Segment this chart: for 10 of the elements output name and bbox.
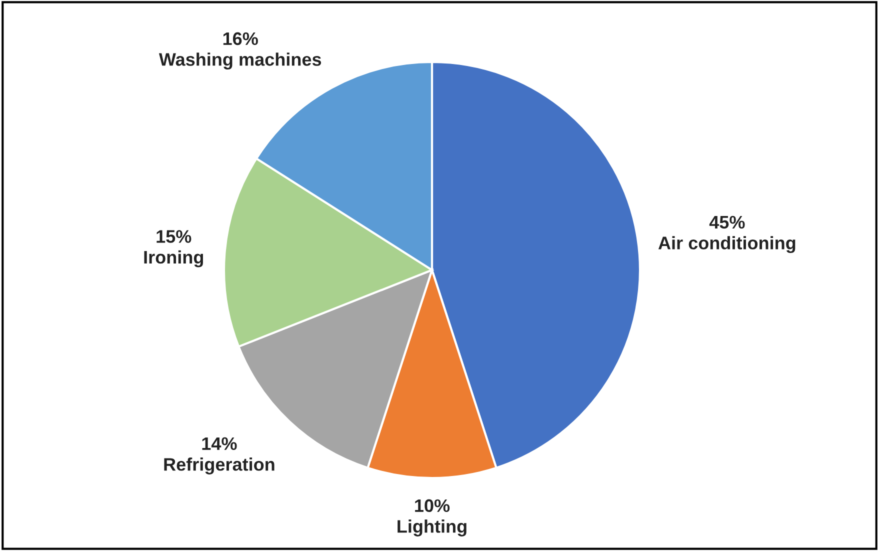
data-label: 10%	[415, 499, 450, 512]
data-label: 45%	[709, 216, 745, 229]
data-label: 15%	[156, 230, 192, 243]
data-label: 16%	[223, 32, 258, 46]
data-label: 14%	[202, 437, 237, 450]
slice-label: Refrigeration	[164, 458, 274, 474]
slice-label: Lighting	[398, 520, 466, 536]
slice-label: Ironing	[144, 250, 204, 268]
slice-label: Washing machines	[158, 52, 322, 70]
slice-label: Air conditioning	[658, 236, 796, 254]
